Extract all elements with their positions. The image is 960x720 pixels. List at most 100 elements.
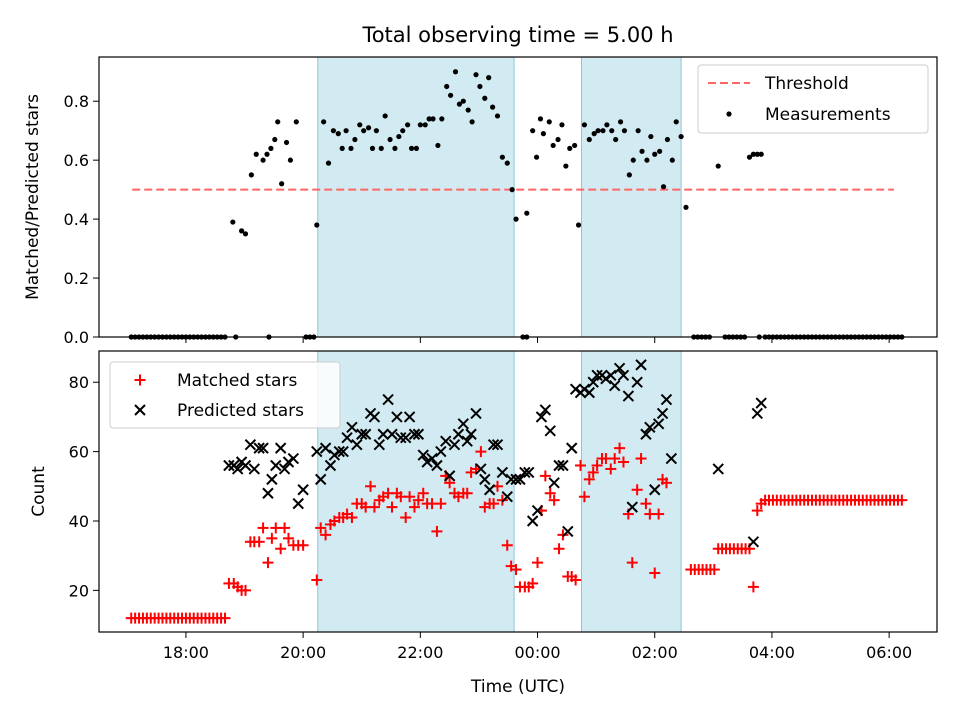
predicted-star-point (399, 432, 412, 444)
top-shaded-intervals (317, 56, 682, 338)
measurement-point (537, 116, 544, 122)
predicted-star-point (452, 428, 465, 440)
bottom-panel: 18:00 20:00 22:00 00:00 02:00 04:00 06:00 20 40… (29, 350, 938, 697)
measurement-point (758, 151, 764, 157)
predicted-star-point (391, 411, 403, 423)
measurement-point (264, 151, 270, 157)
predicted-star-point (531, 504, 544, 517)
measurement-point (330, 128, 337, 134)
predicted-star-point (426, 452, 438, 465)
x-axis-label: Time (UTC) (470, 677, 565, 697)
predicted-star-point (386, 428, 398, 440)
predicted-star-point (457, 418, 470, 430)
measurement-point (452, 69, 459, 75)
top-y-tick-label: 0.4 (64, 210, 89, 229)
measurement-point (413, 145, 420, 151)
matched-star-point (587, 466, 599, 478)
matched-star-point (631, 484, 643, 496)
measurement-point (352, 136, 358, 143)
measurement-point (268, 145, 274, 151)
predicted-star-point (319, 442, 332, 454)
top-y-tick-label: 0.0 (64, 328, 89, 347)
predicted-star-point (282, 456, 295, 468)
x-tick-label: 22:00 (397, 643, 443, 662)
predicted-star-point (315, 473, 327, 486)
measurement-point (422, 122, 428, 128)
measurement-point (490, 104, 496, 110)
predicted-star-point (562, 525, 574, 538)
predicted-star-point (417, 449, 429, 461)
measurement-point (639, 148, 645, 154)
x-tick-label: 18:00 (163, 643, 209, 662)
matched-star-point (626, 557, 638, 569)
measurement-point (630, 157, 636, 163)
measurement-point (715, 163, 721, 169)
matched-star-point (544, 487, 556, 499)
measurement-point (678, 133, 684, 140)
top-x-ticks (185, 337, 890, 343)
measurement-point (469, 119, 475, 125)
matched-star-point (557, 529, 569, 541)
matched-star-point (408, 501, 420, 513)
measurement-point (444, 83, 450, 90)
chart-title: Total observing time = 5.00 h (361, 23, 673, 47)
bottom-axes-frame (98, 350, 938, 633)
matched-star-point (488, 498, 500, 510)
predicted-star-point (244, 438, 257, 451)
matched-star-point (461, 487, 473, 499)
top-y-tick-label: 0.8 (64, 92, 89, 111)
matched-star-point (404, 491, 416, 503)
matched-star-point (548, 494, 560, 506)
matched-star-point (365, 480, 377, 492)
predicted-star-point (487, 438, 500, 451)
predicted-star-point (341, 432, 353, 444)
measurement-point (754, 151, 760, 157)
shaded-interval-1 (317, 56, 515, 338)
bottom-y-axis-label: Count (29, 466, 49, 517)
predicted-star-point (535, 411, 548, 423)
measurement-point (357, 122, 363, 128)
bottom-legend-box (109, 361, 341, 429)
measurement-point (426, 116, 432, 122)
predicted-star-point (635, 359, 647, 371)
matched-star-point (266, 532, 278, 544)
predicted-star-point (617, 369, 630, 381)
measurement-point (683, 204, 689, 210)
matched-star-point (501, 539, 513, 551)
matched-star-point (751, 505, 763, 517)
predicted-star-point (496, 466, 509, 479)
predicted-star-point (274, 442, 287, 454)
measurement-point (456, 101, 462, 107)
matched-star-point (896, 494, 908, 506)
predicted-star-point (491, 438, 504, 451)
predicted-star-point (231, 463, 244, 475)
top-y-tick-label: 0.2 (64, 269, 89, 288)
legend-predicted-label: Predicted stars (177, 401, 304, 421)
predicted-star-point (501, 490, 513, 503)
matched-star-point (578, 491, 590, 503)
predicted-star-point (311, 445, 323, 458)
matched-star-point (368, 501, 380, 513)
matched-star-point (640, 498, 652, 510)
predicted-star-point (297, 484, 309, 496)
predicted-star-point (751, 407, 763, 420)
predicted-star-point (514, 473, 526, 486)
measurement-point (567, 145, 573, 151)
measurement-point (591, 131, 597, 137)
top-y-axis-label: Matched/Predicted stars (23, 94, 43, 300)
predicted-star-point (461, 435, 473, 447)
predicted-star-point (475, 463, 487, 475)
measurement-point (648, 133, 654, 140)
x-tick-label: 02:00 (632, 643, 678, 662)
measurement-point (378, 145, 384, 151)
predicted-star-point (523, 466, 535, 479)
predicted-star-point (465, 428, 477, 440)
measurement-point (435, 142, 441, 149)
matched-star-point (257, 522, 269, 534)
predicted-star-point (640, 428, 652, 440)
predicted-star-point (483, 484, 496, 496)
measurement-point (604, 122, 610, 128)
measurement-point (465, 107, 471, 113)
predicted-star-point (377, 428, 389, 440)
measurement-point (348, 145, 354, 151)
